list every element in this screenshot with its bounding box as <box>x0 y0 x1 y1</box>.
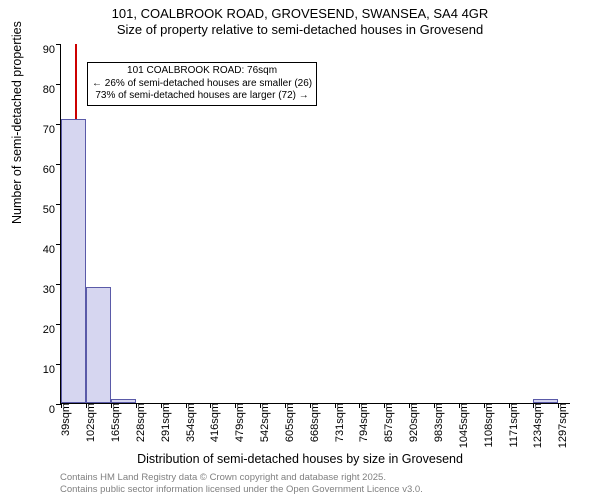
x-tick-label: 102sqm <box>83 403 97 442</box>
histogram-bar <box>61 119 86 403</box>
chart-title-main: 101, COALBROOK ROAD, GROVESEND, SWANSEA,… <box>0 6 600 21</box>
x-tick-label: 920sqm <box>406 403 420 442</box>
y-tick-label: 10 <box>43 364 61 376</box>
x-tick-label: 857sqm <box>381 403 395 442</box>
y-tick-label: 50 <box>43 204 61 216</box>
x-tick-label: 291sqm <box>158 403 172 442</box>
annotation-box: 101 COALBROOK ROAD: 76sqm ← 26% of semi-… <box>87 62 317 106</box>
x-tick-label: 39sqm <box>58 403 72 436</box>
y-axis-label-text: Number of semi-detached properties <box>10 21 24 224</box>
x-tick-label: 1234sqm <box>530 403 544 448</box>
plot-area: 101 COALBROOK ROAD: 76sqm ← 26% of semi-… <box>60 44 570 404</box>
x-tick-label: 794sqm <box>356 403 370 442</box>
y-tick-label: 20 <box>43 324 61 336</box>
chart-title-sub: Size of property relative to semi-detach… <box>0 22 600 37</box>
x-tick-label: 228sqm <box>133 403 147 442</box>
x-tick-label: 416sqm <box>207 403 221 442</box>
footer-line-2: Contains public sector information licen… <box>60 484 423 495</box>
x-tick-label: 354sqm <box>183 403 197 442</box>
y-tick-mark <box>56 84 61 85</box>
y-tick-label: 90 <box>43 44 61 56</box>
footer-line-1: Contains HM Land Registry data © Crown c… <box>60 472 386 483</box>
x-tick-label: 1297sqm <box>555 403 569 448</box>
histogram-bar <box>111 399 136 403</box>
y-tick-label: 60 <box>43 164 61 176</box>
chart-container: 101, COALBROOK ROAD, GROVESEND, SWANSEA,… <box>0 0 600 500</box>
x-tick-label: 479sqm <box>232 403 246 442</box>
x-tick-label: 1171sqm <box>506 403 520 447</box>
x-tick-label: 605sqm <box>282 403 296 442</box>
x-tick-label: 983sqm <box>431 403 445 442</box>
annotation-line2: ← 26% of semi-detached houses are smalle… <box>92 78 312 91</box>
x-tick-label: 731sqm <box>332 403 346 442</box>
histogram-bar <box>86 287 111 403</box>
x-axis-label: Distribution of semi-detached houses by … <box>0 452 600 466</box>
x-tick-label: 668sqm <box>307 403 321 442</box>
x-tick-label: 1045sqm <box>456 403 470 448</box>
annotation-line1: 101 COALBROOK ROAD: 76sqm <box>92 65 312 78</box>
y-tick-label: 40 <box>43 244 61 256</box>
x-tick-label: 1108sqm <box>481 403 495 447</box>
y-tick-label: 70 <box>43 124 61 136</box>
y-axis-label: Number of semi-detached properties <box>10 21 24 224</box>
x-tick-label: 542sqm <box>257 403 271 442</box>
histogram-bar <box>533 399 558 403</box>
y-tick-label: 30 <box>43 284 61 296</box>
y-tick-label: 80 <box>43 84 61 96</box>
y-tick-mark <box>56 44 61 45</box>
annotation-line3: 73% of semi-detached houses are larger (… <box>92 90 312 103</box>
x-tick-label: 165sqm <box>108 403 122 442</box>
